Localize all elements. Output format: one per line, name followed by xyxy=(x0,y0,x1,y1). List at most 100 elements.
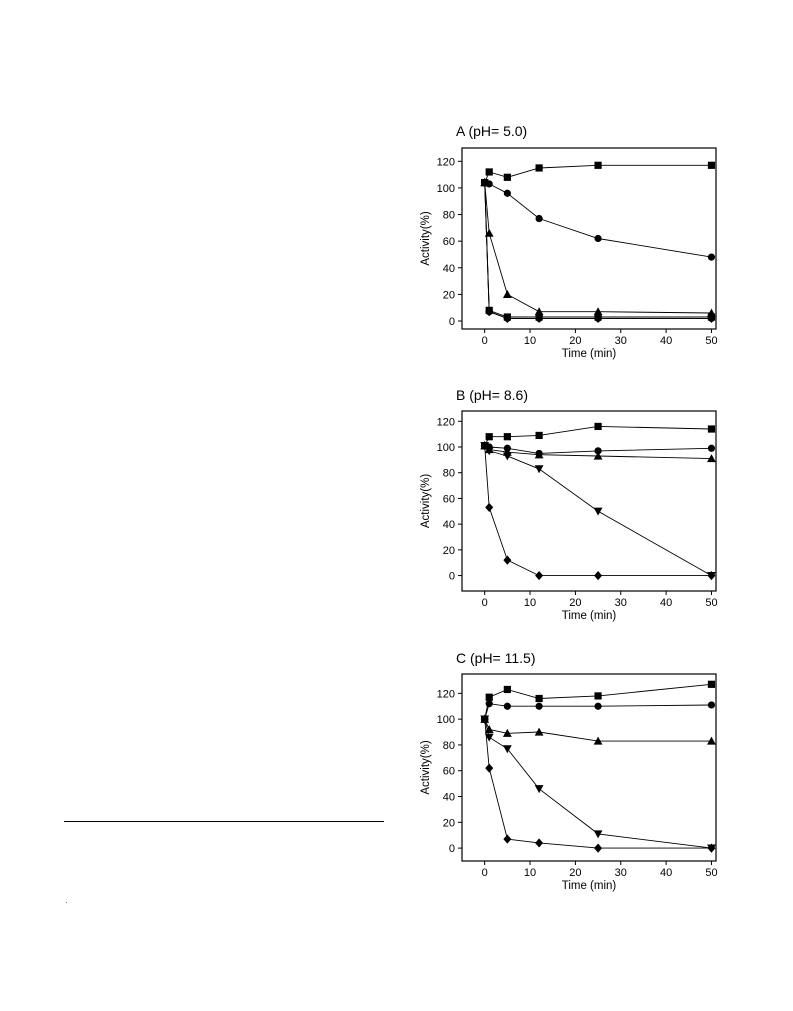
panel-b-y-tick-label: 40 xyxy=(443,519,455,531)
panel-c-x-tick-label: 50 xyxy=(705,867,717,879)
panel-b-series-5-point-4 xyxy=(535,570,544,581)
panel-a-x-tick-label: 20 xyxy=(569,335,581,347)
panel-b-title: B (pH= 8.6) xyxy=(456,387,528,403)
panel-b-x-tick-label: 20 xyxy=(569,597,581,609)
panel-b-y-tick-label: 20 xyxy=(443,545,455,557)
panel-c-series-3-point-6 xyxy=(707,736,716,745)
page-divider-line xyxy=(64,821,384,822)
panel-c-series-2 xyxy=(481,700,716,723)
panel-a-y-tick-label: 120 xyxy=(437,156,455,168)
panel-b-x-tick-label: 30 xyxy=(615,597,627,609)
panel-c-series-4-point-4 xyxy=(534,785,544,794)
panel-c-x-axis-label: Time (min) xyxy=(562,880,617,892)
panel-c-series-3-point-3 xyxy=(502,728,512,737)
panel-c-x-tick-label: 30 xyxy=(615,867,627,879)
panel-c-series-1-point-2 xyxy=(485,693,493,701)
panel-c-series-5 xyxy=(480,714,716,853)
panel-b-y-tick-label: 100 xyxy=(437,442,455,454)
panel-a-series-6 xyxy=(480,178,716,323)
panel-b-series-5-point-5 xyxy=(594,570,603,581)
panel-b-series-5 xyxy=(480,441,716,581)
panel-b-series-4-point-2 xyxy=(484,447,494,456)
panel-a-series-6-point-3 xyxy=(503,313,512,323)
panel-c-series-2-point-6 xyxy=(707,701,716,709)
panel-c-series-2-point-2 xyxy=(485,700,493,708)
panel-a-series-3-point-3 xyxy=(502,289,512,298)
panel-c-x-tick-label: 10 xyxy=(524,867,536,879)
panel-a-series-2-point-4 xyxy=(535,214,543,223)
panel-c-series-4-point-5 xyxy=(593,830,603,839)
panel-a-series-6-point-1 xyxy=(480,178,489,188)
panel-b-series-5-point-3 xyxy=(503,555,512,565)
panel-a-series-3-point-4 xyxy=(534,307,544,316)
page-speck xyxy=(66,902,67,903)
panel-b-x-tick-label: 40 xyxy=(660,597,672,609)
panel-b-series-1-point-3 xyxy=(503,433,511,441)
panel-a-series-6-line xyxy=(484,182,712,319)
panel-a-y-tick-label: 20 xyxy=(443,289,455,301)
panel-a-series-6-point-6 xyxy=(707,313,716,323)
panel-c-series-1-point-4 xyxy=(535,694,543,703)
panel-c-series-4-point-3 xyxy=(502,745,512,754)
panel-b-series-5-line xyxy=(484,445,712,577)
panel-b-series-2-point-5 xyxy=(594,447,602,455)
panel-b-series-3-point-4 xyxy=(534,450,544,459)
panel-c-series-5-line xyxy=(484,719,712,849)
panel-c-series-1-point-3 xyxy=(503,685,511,694)
panel-a-series-6-point-2 xyxy=(485,307,494,317)
panel-a-y-tick-label: 60 xyxy=(443,236,455,248)
panel-a-series-3-line xyxy=(484,182,712,314)
panel-c-series-1-point-5 xyxy=(594,692,602,700)
panel-c-series-4-point-2 xyxy=(484,733,494,742)
panel-a-series-1-point-4 xyxy=(535,164,543,172)
panel-a-y-tick-label: 100 xyxy=(437,183,455,195)
panel-a-series-6-point-5 xyxy=(594,313,603,323)
panel-c-plot-frame xyxy=(461,673,717,862)
panel-b-series-4-point-5 xyxy=(593,507,603,516)
panel-a-x-tick-label: 0 xyxy=(482,335,488,347)
panel-a-x-tick-label: 10 xyxy=(524,335,536,347)
panel-b-y-tick-label: 60 xyxy=(443,493,455,505)
panel-a-y-tick-label: 80 xyxy=(443,210,455,222)
panel-c-series-3-point-2 xyxy=(484,725,494,734)
panel-b-plot-frame xyxy=(461,410,717,592)
panel-c-series-4 xyxy=(480,715,716,853)
panel-c-series-1-line xyxy=(484,683,712,720)
panel-c-y-tick-label: 120 xyxy=(437,688,455,700)
panel-c-y-tick-label: 80 xyxy=(443,740,455,752)
panel-a-series-2-point-5 xyxy=(594,234,602,243)
panel-c-series-2-point-5 xyxy=(594,702,602,710)
panel-c-series-3-point-5 xyxy=(593,736,603,745)
panel-a-series-3-point-2 xyxy=(484,228,494,237)
panel-b-y-tick-label: 0 xyxy=(449,571,455,583)
panel-a-y-tick-label: 40 xyxy=(443,263,455,275)
panel-a-title: A (pH= 5.0) xyxy=(456,123,527,139)
panel-b-x-axis-label: Time (min) xyxy=(562,610,617,622)
panel-a-series-2-point-6 xyxy=(707,253,716,261)
panel-c-series-5-point-4 xyxy=(535,838,544,848)
panel-c-series-5-point-3 xyxy=(503,834,512,844)
panel-c-x-tick-label: 20 xyxy=(569,867,581,879)
panel-a-series-3-point-5 xyxy=(593,307,603,316)
panel-a-series-1-point-5 xyxy=(594,161,602,169)
panel-a-y-tick-label: 0 xyxy=(449,316,455,328)
panel-b-series-3-point-6 xyxy=(707,454,716,463)
panel-a-series-2-point-3 xyxy=(503,189,511,197)
panel-c-series-5-point-6 xyxy=(707,843,716,853)
panel-a-x-tick-label: 50 xyxy=(705,335,717,347)
panel-c-series-5-point-2 xyxy=(485,763,494,773)
panel-b-y-tick-label: 120 xyxy=(437,416,455,428)
panel-a-plot-frame xyxy=(461,147,717,330)
panel-b-series-1-point-4 xyxy=(535,431,543,440)
panel-c-series-3-point-4 xyxy=(534,727,544,736)
panel-b-series-2-point-6 xyxy=(707,444,716,452)
panel-c-y-axis-label: Activity(%) xyxy=(420,740,432,794)
panel-c-x-tick-label: 0 xyxy=(482,867,488,879)
panel-b-x-tick-label: 10 xyxy=(524,597,536,609)
panel-b-y-tick-label: 80 xyxy=(443,468,455,480)
panel-b-series-1-point-5 xyxy=(594,422,602,431)
panel-c-y-tick-label: 60 xyxy=(443,766,455,778)
